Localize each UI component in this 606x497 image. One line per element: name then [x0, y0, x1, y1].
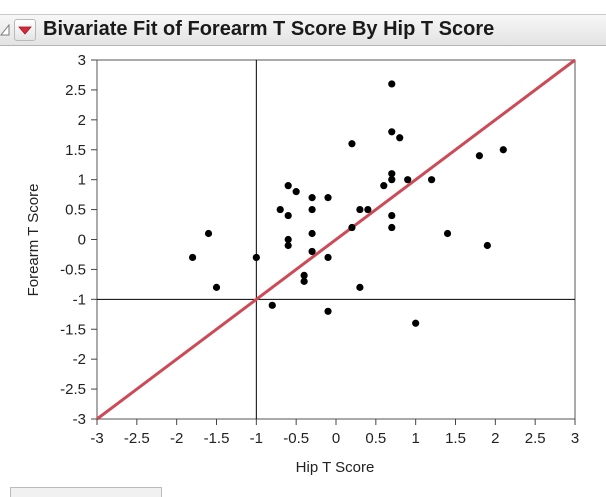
data-point	[388, 80, 396, 88]
y-tick-label: 2.5	[65, 82, 86, 99]
y-tick-label: 1	[78, 172, 86, 189]
y-tick-label: 0	[78, 232, 86, 249]
report-header: Bivariate Fit of Forearm T Score By Hip …	[0, 14, 606, 46]
fit-line	[96, 58, 576, 421]
x-tick-label: 2	[491, 430, 499, 447]
data-point	[412, 319, 420, 327]
data-point	[324, 253, 332, 262]
data-point	[308, 194, 316, 202]
data-point	[428, 176, 436, 184]
x-tick-label: 0.5	[365, 430, 386, 447]
x-tick-label: -1	[250, 430, 263, 447]
x-tick-label: -3	[90, 430, 103, 447]
chart-title: Bivariate Fit of Forearm T Score By Hip …	[43, 18, 495, 40]
x-tick-label: 2.5	[525, 430, 546, 447]
data-point	[324, 307, 332, 315]
x-tick-label: 3	[571, 430, 579, 447]
data-point	[300, 277, 308, 285]
x-tick-label: -2	[170, 430, 183, 447]
data-point	[348, 223, 356, 232]
data-point	[189, 253, 197, 262]
x-tick-label: 1	[411, 430, 419, 447]
data-point	[300, 271, 308, 279]
data-point	[364, 205, 372, 214]
data-point	[443, 229, 452, 238]
data-point	[404, 176, 412, 184]
y-tick-label: 2	[78, 112, 86, 129]
data-point	[308, 229, 316, 238]
data-point	[388, 211, 396, 220]
data-point	[284, 211, 292, 220]
data-point	[324, 194, 332, 202]
data-point	[308, 205, 316, 214]
data-point	[268, 301, 276, 309]
data-point	[348, 140, 356, 148]
y-tick-label: 3	[78, 52, 86, 69]
plot-frame	[96, 59, 576, 420]
data-point	[388, 170, 396, 178]
data-point	[483, 241, 491, 250]
y-tick-label: -2.5	[60, 381, 86, 398]
data-point	[308, 247, 316, 256]
x-tick-label: 1.5	[445, 430, 466, 447]
data-point	[388, 176, 396, 184]
data-point	[396, 134, 404, 142]
x-tick-label: 0	[332, 430, 340, 447]
data-point	[212, 283, 221, 291]
x-axis-title: Hip T Score	[296, 459, 375, 476]
data-point	[388, 223, 396, 232]
y-tick-label: -2	[73, 351, 86, 368]
data-point	[356, 205, 364, 214]
collapse-triangle-icon[interactable]	[0, 24, 10, 36]
y-tick-label: 0.5	[65, 202, 86, 219]
data-point	[292, 188, 300, 196]
data-point	[284, 235, 292, 244]
data-point	[276, 205, 284, 214]
x-tick-label: -2.5	[124, 430, 150, 447]
data-point	[356, 283, 364, 291]
y-tick-label: -0.5	[60, 261, 86, 278]
y-tick-label: -1.5	[60, 321, 86, 338]
y-axis-title: Forearm T Score	[25, 184, 42, 297]
x-tick-label: -0.5	[283, 430, 309, 447]
report-menu-button[interactable]	[14, 19, 36, 41]
red-triangle-menu-icon	[18, 26, 32, 35]
y-tick-label: 1.5	[65, 142, 86, 159]
data-point	[475, 152, 483, 160]
data-point	[284, 182, 292, 190]
y-tick-label: -1	[73, 291, 86, 308]
data-point	[388, 128, 396, 136]
x-tick-label: -1.5	[204, 430, 230, 447]
data-point	[252, 253, 260, 262]
bottom-panel-tab[interactable]	[10, 487, 162, 497]
data-point	[204, 229, 213, 238]
y-tick-label: -3	[73, 411, 86, 428]
data-point	[380, 182, 388, 190]
data-point	[499, 146, 507, 154]
data-point	[284, 241, 292, 250]
